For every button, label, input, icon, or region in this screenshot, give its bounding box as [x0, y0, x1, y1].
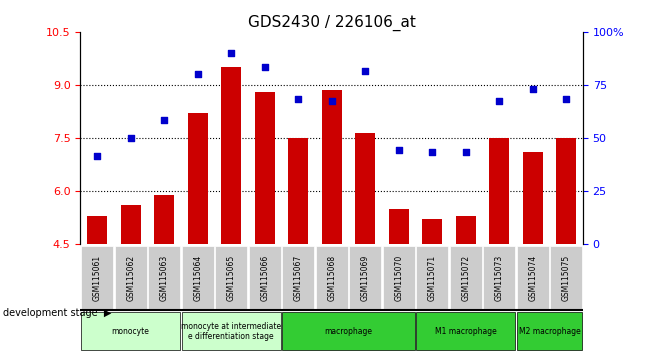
Text: GSM115061: GSM115061 — [92, 255, 102, 301]
Point — [527, 86, 538, 91]
Text: monocyte at intermediate
e differentiation stage: monocyte at intermediate e differentiati… — [181, 322, 281, 341]
Bar — [416, 246, 448, 310]
Text: GSM115062: GSM115062 — [126, 255, 135, 301]
Text: GSM115068: GSM115068 — [327, 255, 336, 301]
Point — [326, 98, 337, 104]
Text: GSM115063: GSM115063 — [159, 255, 169, 301]
Point — [125, 135, 136, 141]
Bar — [215, 246, 247, 310]
Bar — [383, 246, 415, 310]
Bar — [349, 246, 381, 310]
Bar — [221, 67, 241, 244]
Bar — [81, 246, 113, 310]
Text: GSM115064: GSM115064 — [193, 255, 202, 301]
Bar — [288, 138, 308, 244]
Bar — [182, 246, 214, 310]
Bar — [483, 246, 515, 310]
Bar — [517, 246, 549, 310]
Bar — [182, 312, 281, 350]
Bar — [282, 246, 314, 310]
Bar — [489, 138, 509, 244]
Text: GSM115070: GSM115070 — [394, 255, 403, 301]
Text: GSM115072: GSM115072 — [461, 255, 470, 301]
Bar — [115, 246, 147, 310]
Bar — [87, 216, 107, 244]
Text: GSM115065: GSM115065 — [226, 255, 236, 301]
Point — [92, 153, 103, 159]
Bar — [282, 312, 415, 350]
Bar — [422, 219, 442, 244]
Bar — [556, 138, 576, 244]
Bar — [389, 209, 409, 244]
Point — [561, 96, 572, 102]
Point — [259, 64, 270, 70]
Title: GDS2430 / 226106_at: GDS2430 / 226106_at — [248, 14, 415, 30]
Bar — [188, 113, 208, 244]
Text: development stage  ▶: development stage ▶ — [3, 308, 112, 318]
Bar — [322, 90, 342, 244]
Bar — [316, 246, 348, 310]
Bar — [121, 205, 141, 244]
Point — [427, 149, 438, 155]
Point — [360, 68, 371, 74]
Point — [393, 148, 404, 153]
Bar — [154, 195, 174, 244]
Point — [226, 50, 237, 56]
Point — [460, 149, 471, 155]
Bar — [550, 246, 582, 310]
Text: GSM115071: GSM115071 — [427, 255, 437, 301]
Text: GSM115073: GSM115073 — [494, 255, 504, 301]
Bar — [255, 92, 275, 244]
Text: GSM115075: GSM115075 — [561, 255, 571, 301]
Bar — [450, 246, 482, 310]
Text: GSM115069: GSM115069 — [360, 255, 370, 301]
Bar — [81, 312, 180, 350]
Text: M1 macrophage: M1 macrophage — [435, 327, 496, 336]
Text: monocyte: monocyte — [112, 327, 149, 336]
Text: macrophage: macrophage — [324, 327, 373, 336]
Text: GSM115074: GSM115074 — [528, 255, 537, 301]
Point — [159, 118, 170, 123]
Point — [192, 72, 203, 77]
Text: GSM115067: GSM115067 — [293, 255, 303, 301]
Bar — [416, 312, 515, 350]
Text: M2 macrophage: M2 macrophage — [519, 327, 580, 336]
Bar — [456, 216, 476, 244]
Text: GSM115066: GSM115066 — [260, 255, 269, 301]
Bar — [355, 133, 375, 244]
Point — [494, 98, 505, 104]
Bar — [148, 246, 180, 310]
Bar — [517, 312, 582, 350]
Bar — [523, 152, 543, 244]
Bar — [249, 246, 281, 310]
Point — [293, 96, 304, 102]
